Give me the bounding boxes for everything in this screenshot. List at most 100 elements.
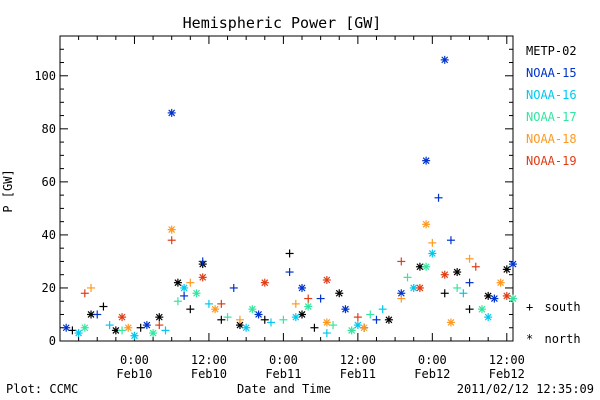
data-point [87,283,96,292]
data-point [322,276,331,284]
data-point [440,55,449,64]
data-point [180,283,189,292]
data-point [453,283,462,292]
data-point [229,283,238,292]
data-point [341,305,350,314]
north-label: north [544,332,580,346]
data-point [477,305,486,314]
y-axis-label: P [GW] [1,169,15,212]
marker-legend-south: + south [526,300,581,314]
data-point [428,249,437,258]
data-point [490,294,499,303]
data-point [397,294,406,303]
data-points [62,55,517,340]
data-point [415,283,424,292]
marker-legend-north: * north [526,332,581,346]
data-point [136,323,145,332]
data-point [465,254,474,263]
data-point [298,310,307,319]
data-point [366,310,375,319]
x-axis-label: Date and Time [237,382,331,396]
data-point [453,268,462,277]
data-point [440,270,449,279]
north-symbol: * [526,332,533,346]
data-point [502,291,511,300]
data-point [80,289,89,298]
data-point [186,278,195,287]
data-point [130,331,139,340]
data-point [291,299,300,308]
data-point [310,323,319,332]
data-point [167,225,176,234]
y-tick-label: 80 [42,122,56,136]
x-tick-label-date: Feb12 [414,367,450,381]
data-point [167,108,176,117]
data-point [235,315,244,324]
data-point [484,313,493,322]
x-tick-label-time: 12:00 [191,353,227,367]
data-point [149,329,158,338]
data-point [248,305,257,314]
data-point [142,321,151,330]
legend-item: NOAA-15 [526,66,577,80]
data-point [87,310,96,319]
data-point [242,323,251,332]
x-tick-label-date: Feb12 [489,367,525,381]
data-point [99,302,108,311]
south-label: south [544,300,580,314]
data-point [422,262,431,271]
data-point [465,305,474,314]
data-point [155,321,164,330]
data-point [384,315,393,324]
data-point [446,236,455,245]
data-point [440,289,449,298]
data-point [198,273,207,282]
data-point [347,326,356,335]
data-point [93,310,102,319]
y-tick-label: 100 [34,69,56,83]
x-tick-label-date: Feb10 [191,367,227,381]
x-tick-label-time: 0:00 [120,353,149,367]
legend-item: NOAA-18 [526,132,577,146]
data-point [118,313,127,322]
x-tick-label-time: 12:00 [340,353,376,367]
x-tick-label-time: 0:00 [269,353,298,367]
data-point [403,273,412,282]
data-point [180,291,189,300]
data-point [397,289,406,298]
data-point [360,323,369,332]
data-point [304,302,313,311]
data-point [422,220,431,229]
data-point [173,297,182,306]
legend: METP-02 NOAA-15 NOAA-16 NOAA-17 NOAA-18 NOAA-… [526,44,577,168]
data-point [192,289,201,298]
chart-title: Hemispheric Power [GW] [183,14,382,32]
data-point [68,326,77,335]
plot-frame [59,35,514,342]
data-point [186,305,195,314]
data-point [260,315,269,324]
data-point [74,329,83,338]
data-point [217,315,226,324]
data-point [285,268,294,277]
south-symbol: + [526,300,533,314]
data-point [223,313,232,322]
marker-legend: + south * north [526,300,581,346]
data-point [161,326,170,335]
data-point [80,323,89,332]
data-point [422,156,431,165]
footer-plot-source: Plot: CCMC [6,382,78,396]
data-point [105,321,114,330]
data-point [211,305,220,314]
y-tick-label: 0 [49,334,56,348]
x-tick-label-time: 0:00 [418,353,447,367]
data-point [335,289,344,298]
legend-item: NOAA-19 [526,154,577,168]
data-point [217,299,226,308]
data-point [254,310,263,319]
data-point [428,238,437,247]
data-point [329,321,338,330]
data-point [471,262,480,271]
y-tick-label: 60 [42,175,56,189]
legend-item: NOAA-16 [526,88,577,102]
